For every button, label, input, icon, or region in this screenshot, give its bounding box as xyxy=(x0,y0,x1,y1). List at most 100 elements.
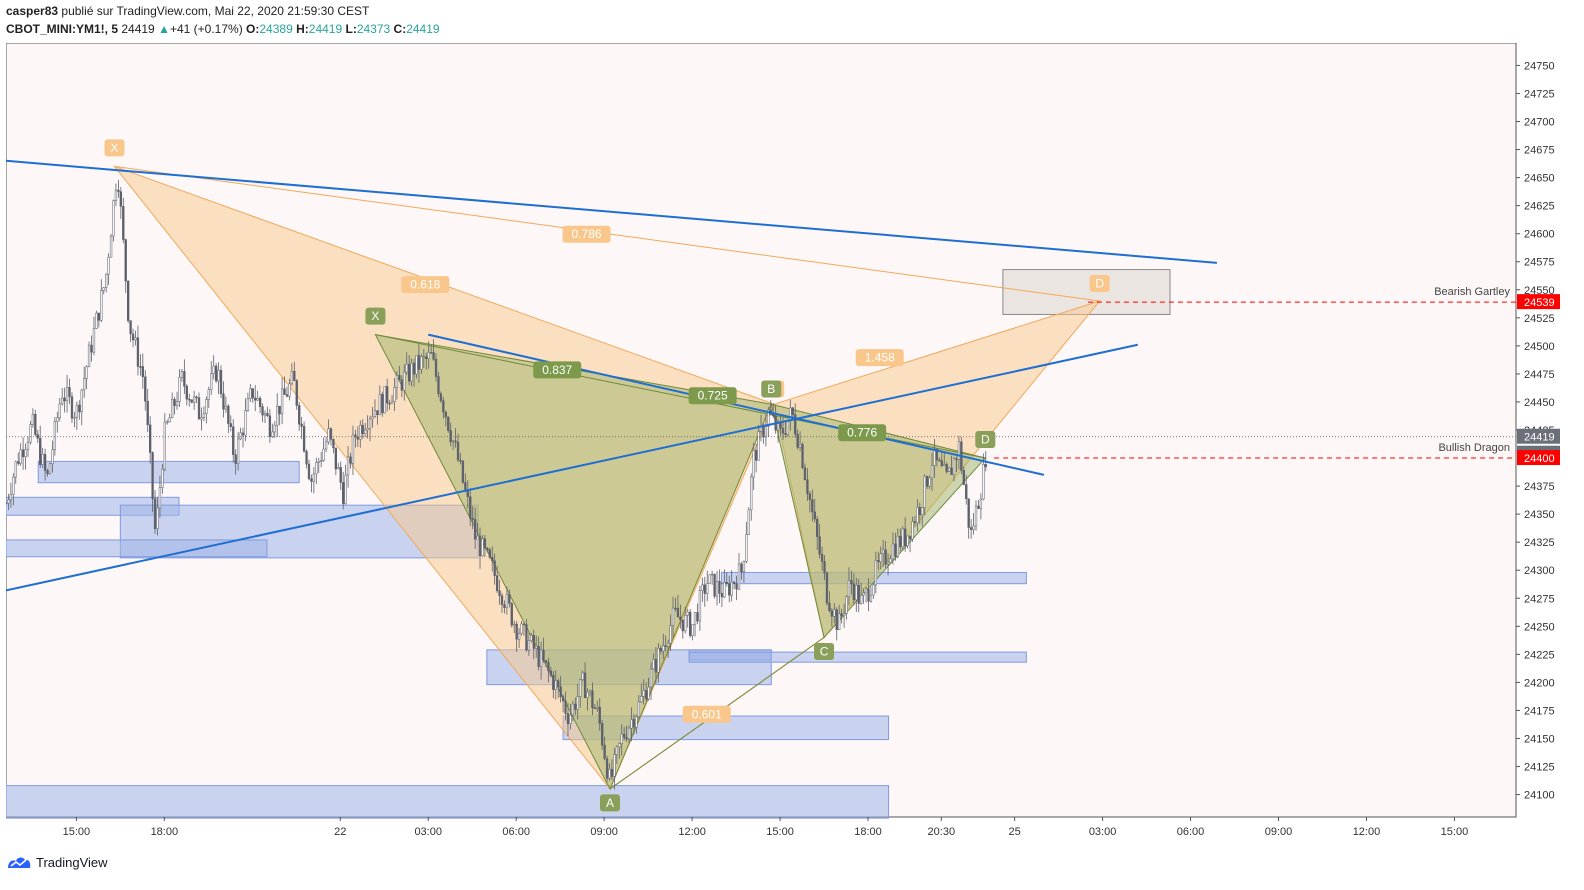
candle-body xyxy=(483,538,487,549)
candle-body xyxy=(908,535,912,540)
candle-body xyxy=(862,592,865,596)
candle-body xyxy=(266,413,269,416)
candle-body xyxy=(955,458,958,461)
y-tick-label: 24200 xyxy=(1524,677,1555,689)
candle-body xyxy=(398,375,401,380)
candle-body xyxy=(979,498,983,509)
x-tick-label: 15:00 xyxy=(766,826,794,838)
candle-body xyxy=(100,290,103,321)
candle-body xyxy=(513,623,516,626)
candle-body xyxy=(249,388,252,399)
candle-body xyxy=(872,584,875,596)
candle-body xyxy=(214,365,218,382)
candle-body xyxy=(364,429,367,434)
candle-body xyxy=(710,573,714,576)
candle-body xyxy=(576,696,579,710)
candle-body xyxy=(48,463,52,474)
candle-body xyxy=(635,716,638,728)
bullish-point-label-tag xyxy=(600,794,620,812)
candle-body xyxy=(679,616,682,621)
candle-body xyxy=(290,370,294,385)
candle-body xyxy=(168,417,171,423)
candle-body xyxy=(882,549,885,554)
candle-body xyxy=(80,389,83,413)
candle-body xyxy=(207,389,210,400)
candle-body xyxy=(899,536,902,548)
candle-body xyxy=(393,387,396,402)
candle-body xyxy=(706,583,709,594)
candle-body xyxy=(39,437,42,465)
candle-body xyxy=(210,373,213,390)
candle-body xyxy=(139,366,142,368)
candle-body xyxy=(860,594,863,604)
candle-body xyxy=(26,441,30,450)
support-zone xyxy=(6,539,268,558)
change-value: +41 (+0.17%) xyxy=(169,22,243,36)
candle-body xyxy=(732,581,736,584)
candle-body xyxy=(320,460,323,462)
candle-body xyxy=(566,713,570,724)
candle-body xyxy=(258,397,262,407)
candle-body xyxy=(791,407,794,415)
x-tick-label: 12:00 xyxy=(1353,826,1381,838)
candle-body xyxy=(417,355,421,370)
bearish-ratio-label-tag xyxy=(401,276,450,294)
candle-body xyxy=(395,375,399,388)
candle-body xyxy=(874,560,877,586)
level-label: Bearish Gartley xyxy=(1434,286,1510,298)
symbol-label[interactable]: CBOT_MINI:YM1!, 5 xyxy=(6,22,119,36)
y-tick-label: 24150 xyxy=(1524,733,1555,745)
candle-body xyxy=(794,414,797,435)
candle-body xyxy=(429,352,433,354)
candle-body xyxy=(498,590,501,596)
candle-body xyxy=(361,424,364,434)
candle-body xyxy=(742,561,746,572)
bullish-ratio-label-tag xyxy=(533,361,582,379)
candle-body xyxy=(127,280,130,321)
candle-body xyxy=(852,583,855,601)
candle-body xyxy=(921,507,924,515)
candle-body xyxy=(691,624,694,636)
candle-body xyxy=(219,370,223,395)
candle-body xyxy=(601,723,604,746)
x-tick-label: 20:30 xyxy=(928,826,956,838)
candle-body xyxy=(657,647,660,673)
candle-body xyxy=(315,462,318,475)
candle-body xyxy=(681,619,684,632)
candle-body xyxy=(425,356,428,359)
candle-body xyxy=(906,535,909,547)
candle-body xyxy=(244,410,247,436)
tradingview-footer[interactable]: TradingView xyxy=(6,854,108,870)
candle-body xyxy=(896,536,899,557)
candle-body xyxy=(659,647,662,652)
y-tick-label: 24650 xyxy=(1524,173,1555,185)
candle-body xyxy=(962,470,965,485)
candle-body xyxy=(21,449,25,458)
high-label: H: xyxy=(296,22,309,36)
candle-body xyxy=(625,737,628,740)
candle-body xyxy=(537,645,540,667)
support-zone xyxy=(688,651,1027,663)
candle-body xyxy=(368,418,372,429)
publisher-name[interactable]: casper83 xyxy=(6,4,59,18)
candle-body xyxy=(107,256,110,275)
candle-body xyxy=(603,744,606,759)
x-tick-label: 09:00 xyxy=(1265,826,1293,838)
y-tick-label: 24500 xyxy=(1524,341,1555,353)
candle-body xyxy=(667,642,670,647)
candle-body xyxy=(170,399,174,419)
candle-body xyxy=(285,394,289,397)
candle-body xyxy=(9,494,13,501)
candle-body xyxy=(933,448,936,466)
bullish-point-label: A xyxy=(606,796,614,810)
candle-body xyxy=(864,588,868,594)
candle-body xyxy=(180,371,184,378)
candle-body xyxy=(464,482,467,490)
candle-body xyxy=(488,549,491,558)
candle-body xyxy=(913,521,917,523)
bullish-point-label: D xyxy=(981,432,990,446)
gartley-price-badge: 24539 xyxy=(1524,297,1555,309)
candle-body xyxy=(229,423,232,427)
candle-body xyxy=(552,674,555,690)
